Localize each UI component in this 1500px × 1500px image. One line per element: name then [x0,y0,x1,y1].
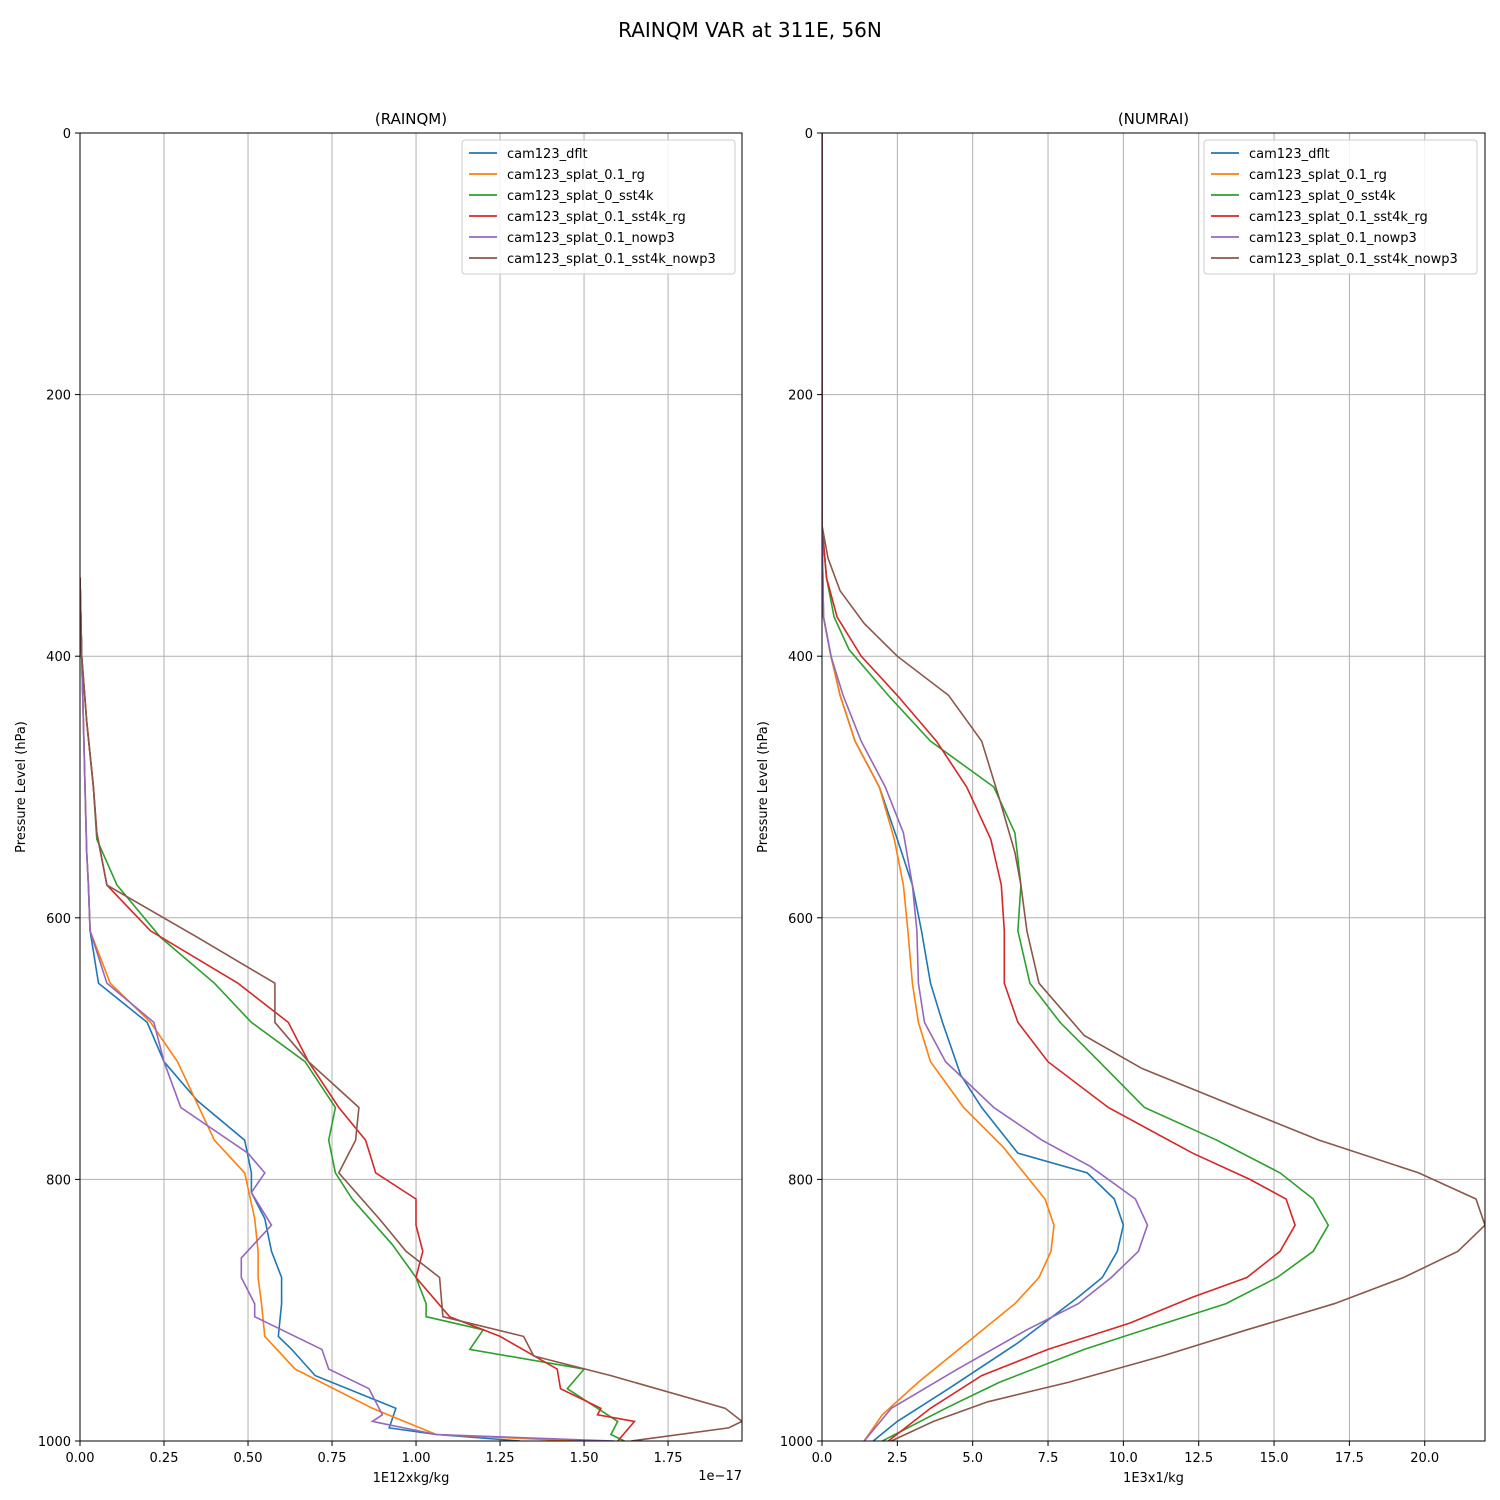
series-line-cam123-dflt [80,577,521,1441]
y-axis-label: Pressure Level (hPa) [756,721,771,853]
y-tick-label: 400 [788,650,813,665]
x-tick-label: 2.5 [887,1451,908,1466]
x-axis-label: 1E3x1/kg [1123,1471,1184,1486]
series-line-cam123-splat-0-1-sst4k-rg [80,577,637,1441]
y-tick-label: 0 [63,127,71,142]
x-tick-label: 5.0 [962,1451,983,1466]
legend-label: cam123_splat_0.1_sst4k_nowp3 [1249,252,1458,267]
series-line-cam123-splat-0-1-sst4k-nowp3 [822,133,1485,1441]
legend-box [1203,139,1478,275]
x-tick-label: 1.75 [654,1451,683,1466]
axes-frame [821,132,1486,1442]
legend-label: cam123_splat_0_sst4k [507,189,654,204]
legend-label: cam123_splat_0.1_sst4k_rg [1249,210,1428,225]
x-tick-label: 1.50 [570,1451,599,1466]
legend-label: cam123_splat_0.1_sst4k_nowp3 [507,252,716,267]
series-line-cam123-splat-0-1-nowp3 [80,577,615,1441]
x-tick-label: 0.25 [150,1451,179,1466]
series-line-cam123-splat-0-sst4k [822,133,1330,1441]
numrai-panel: 0.0 2.5 5.0 7.5 10.0 12.5 15.0 17.5 20.0 0 200 400 6… [756,110,1486,1486]
x-tick-label: 0.0 [812,1451,833,1466]
y-tick-label: 600 [788,912,813,927]
x-tick-label: 17.5 [1335,1451,1364,1466]
y-tick-label: 800 [788,1173,813,1188]
y-tick-label: 800 [46,1173,71,1188]
legend-label: cam123_splat_0.1_rg [507,168,645,183]
x-tick-label: 12.5 [1184,1451,1213,1466]
x-tick-label: 0.75 [318,1451,347,1466]
series-line-cam123-splat-0-1-nowp3 [822,133,1149,1441]
y-tick-label: 600 [46,912,71,927]
legend-label: cam123_splat_0.1_rg [1249,168,1387,183]
axes-frame [79,132,743,1442]
y-tick-label: 1000 [38,1435,71,1450]
legend-label: cam123_splat_0.1_nowp3 [1249,231,1417,246]
series-line-cam123-splat-0-1-sst4k-nowp3 [80,577,742,1441]
figure-suptitle: RAINQM VAR at 311E, 56N [618,18,882,42]
x-axis-label: 1E12xkg/kg [373,1471,450,1486]
legend: cam123_dflt cam123_splat_0.1_rg cam123_spl… [461,139,736,275]
y-tick-label: 400 [46,650,71,665]
series-line-cam123-splat-0-sst4k [80,577,625,1441]
x-tick-label: 1.00 [402,1451,431,1466]
x-tick-label: 0.50 [234,1451,263,1466]
panel-title: (RAINQM) [375,110,447,128]
x-offset-text: 1e−17 [698,1469,742,1484]
x-tick-label: 1.25 [486,1451,515,1466]
legend-label: cam123_dflt [1249,147,1330,162]
series-line-cam123-splat-0-1-sst4k-rg [822,133,1296,1441]
y-tick-label: 200 [46,389,71,404]
legend-label: cam123_dflt [507,147,588,162]
legend-label: cam123_splat_0.1_nowp3 [507,231,675,246]
legend: cam123_dflt cam123_splat_0.1_rg cam123_spl… [1203,139,1478,275]
x-tick-label: 15.0 [1260,1451,1289,1466]
series-line-cam123-splat-0-1-rg [822,133,1055,1441]
x-tick-label: 7.5 [1038,1451,1059,1466]
legend-label: cam123_splat_0.1_sst4k_rg [507,210,686,225]
x-tick-label: 0.00 [66,1451,95,1466]
x-tick-label: 10.0 [1109,1451,1138,1466]
y-tick-label: 1000 [780,1435,813,1450]
series-line-cam123-splat-0-1-rg [80,577,578,1441]
panel-title: (NUMRAI) [1118,110,1189,128]
x-tick-label: 20.0 [1410,1451,1439,1466]
rainqm-panel: 0.00 0.25 0.50 0.75 1.00 1.25 1.50 1.75 0 200 400 6… [14,110,743,1486]
y-tick-label: 0 [805,127,813,142]
legend-label: cam123_splat_0_sst4k [1249,189,1396,204]
y-axis-label: Pressure Level (hPa) [14,721,29,853]
y-tick-label: 200 [788,389,813,404]
legend-box [461,139,736,275]
